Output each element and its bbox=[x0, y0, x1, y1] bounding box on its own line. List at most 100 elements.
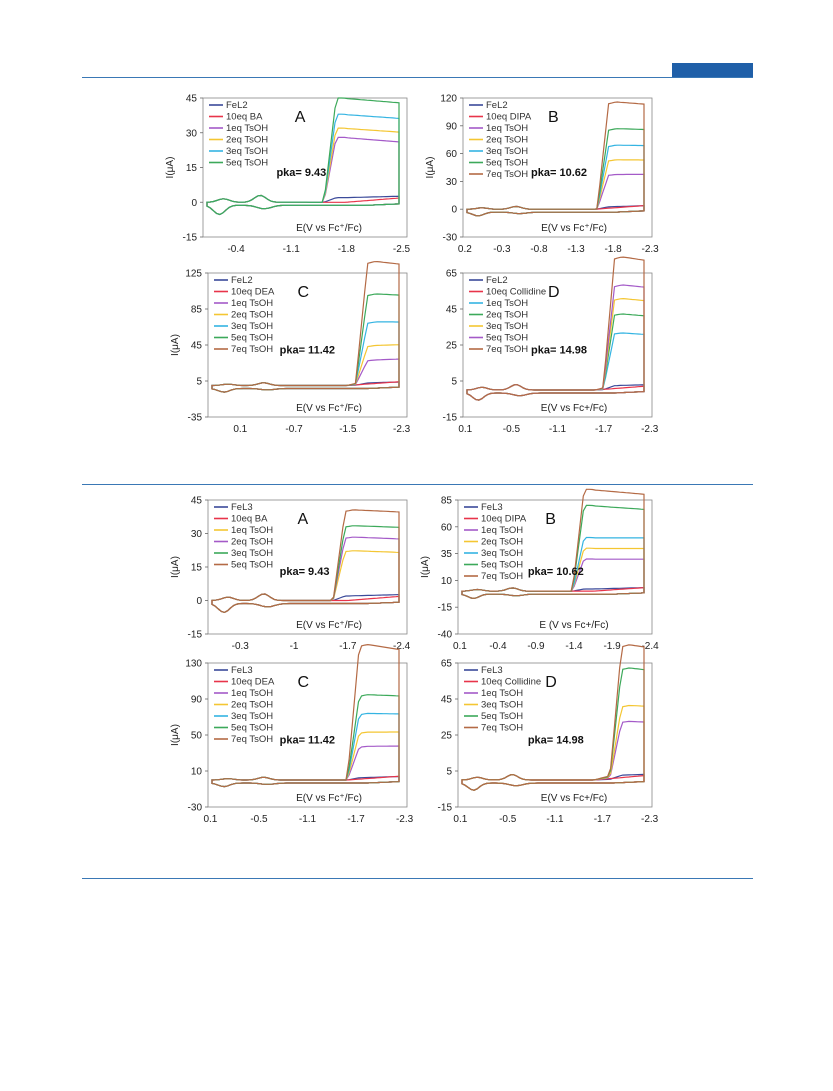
legend-entry: 2eq TsOH bbox=[231, 310, 273, 321]
x-tick-label: -1.1 bbox=[299, 814, 317, 825]
legend-entry: FeL2 bbox=[226, 100, 248, 111]
legend-entry: 10eq DEA bbox=[231, 677, 275, 688]
cv-curve-1eq bbox=[211, 358, 400, 393]
x-tick-label: -1 bbox=[290, 641, 299, 652]
x-tick-label: 0.2 bbox=[458, 244, 472, 255]
x-tick-label: 0.1 bbox=[203, 814, 217, 825]
x-tick-label: -0.3 bbox=[232, 641, 250, 652]
chart-panel-1C: 125 85 45 5 -35 0.1 -0.7 -1.5 -2.3 I(μA) E(V vs Fc… bbox=[170, 260, 411, 435]
x-tick-label: -1.8 bbox=[604, 244, 622, 255]
y-tick-label: 65 bbox=[441, 659, 453, 670]
x-tick-label: -1.4 bbox=[565, 641, 583, 652]
x-tick-label: 0.1 bbox=[453, 641, 467, 652]
x-tick-label: 0.1 bbox=[453, 814, 467, 825]
x-tick-label: -0.8 bbox=[530, 244, 548, 255]
panel-letter: B bbox=[545, 511, 556, 528]
legend-entry: 3eq TsOH bbox=[486, 321, 528, 332]
cv-curve-base bbox=[461, 587, 645, 600]
panel-letter: A bbox=[298, 511, 309, 528]
y-axis-label: I(μA) bbox=[170, 556, 181, 578]
x-tick-label: -2.3 bbox=[393, 424, 411, 435]
x-tick-label: -0.5 bbox=[503, 424, 521, 435]
legend-entry: FeL3 bbox=[481, 502, 503, 513]
x-axis-label: E(V vs Fc⁺/Fc) bbox=[296, 620, 362, 631]
legend-entry: 7eq TsOH bbox=[231, 734, 273, 745]
x-tick-label: -1.9 bbox=[603, 641, 621, 652]
y-tick-label: 25 bbox=[446, 341, 458, 352]
x-tick-label: -1.7 bbox=[347, 814, 365, 825]
y-tick-label: 10 bbox=[441, 576, 453, 587]
y-tick-label: -15 bbox=[438, 603, 453, 614]
y-tick-label: -15 bbox=[188, 630, 203, 641]
panel-letter: B bbox=[548, 109, 559, 126]
plot-frame bbox=[462, 97, 653, 238]
x-tick-label: -1.3 bbox=[567, 244, 585, 255]
plot-frame bbox=[457, 499, 653, 635]
legend-entry: 2eq TsOH bbox=[231, 700, 273, 711]
legend-entry: 5eq TsOH bbox=[481, 711, 523, 722]
cv-curve-7eq bbox=[466, 101, 645, 217]
chart-panel-1B: 120 90 60 30 0 -300.2 -0.3 -0.8 -1.3 -1.8 -2.3 I(μA… bbox=[425, 94, 659, 256]
top-rule bbox=[82, 77, 753, 78]
legend-entry: FeL3 bbox=[481, 665, 503, 676]
legend-entry: 5eq TsOH bbox=[231, 560, 273, 571]
y-tick-label: 120 bbox=[440, 94, 457, 105]
y-axis-label: I(μA) bbox=[165, 157, 176, 179]
x-tick-label: -0.5 bbox=[499, 814, 517, 825]
legend-entry: 1eq TsOH bbox=[481, 525, 523, 536]
legend-entry: 7eq TsOH bbox=[481, 723, 523, 734]
panel-letter: C bbox=[298, 284, 310, 301]
legend-entry: FeL3 bbox=[231, 665, 253, 676]
y-tick-label: -15 bbox=[438, 803, 453, 814]
x-axis-label: E(V vs Fc⁺/Fc) bbox=[296, 223, 362, 234]
cv-curve-7eq bbox=[461, 644, 645, 791]
y-tick-label: 90 bbox=[446, 121, 458, 132]
y-tick-label: -35 bbox=[188, 413, 203, 424]
legend-entry: 1eq TsOH bbox=[486, 298, 528, 309]
legend-entry: 3eq TsOH bbox=[231, 711, 273, 722]
legend-entry: 5eq TsOH bbox=[486, 333, 528, 344]
chart-panel-1A: 45 30 15 0 -15 -0.4 -1.1 -1.8 -2.5 I(μA) E(V vs Fc… bbox=[165, 94, 411, 256]
y-tick-label: -15 bbox=[183, 233, 198, 244]
x-tick-label: -1.7 bbox=[595, 424, 613, 435]
cv-curve-base bbox=[211, 775, 400, 788]
x-tick-label: -0.4 bbox=[489, 641, 507, 652]
y-tick-label: 65 bbox=[446, 269, 458, 280]
pka-label: pka= 9.43 bbox=[280, 566, 330, 578]
y-tick-label: 45 bbox=[186, 94, 198, 105]
cv-curve-base bbox=[466, 204, 645, 217]
y-tick-label: 60 bbox=[446, 149, 458, 160]
legend-entry: 1eq TsOH bbox=[231, 688, 273, 699]
x-tick-label: -1.7 bbox=[594, 814, 612, 825]
legend-entry: 5eq TsOH bbox=[226, 158, 268, 169]
legend-entry: 1eq TsOH bbox=[231, 525, 273, 536]
x-tick-label: -1.1 bbox=[549, 424, 567, 435]
x-tick-label: -2.3 bbox=[396, 814, 414, 825]
x-tick-label: -1.5 bbox=[339, 424, 357, 435]
x-tick-label: -2.4 bbox=[393, 641, 411, 652]
legend-entry: 3eq TsOH bbox=[486, 146, 528, 157]
panel-letter: C bbox=[298, 674, 310, 691]
pka-label: pka= 11.42 bbox=[280, 735, 335, 747]
y-tick-label: 0 bbox=[451, 205, 457, 216]
pka-label: pka= 10.62 bbox=[531, 167, 587, 179]
y-tick-label: 50 bbox=[191, 731, 203, 742]
x-tick-label: 0.1 bbox=[233, 424, 247, 435]
y-tick-label: 45 bbox=[441, 695, 453, 706]
legend-entry: 10eq BA bbox=[231, 514, 268, 525]
x-tick-label: -1.1 bbox=[283, 244, 301, 255]
legend-entry: 5eq TsOH bbox=[481, 560, 523, 571]
cv-curve-5eq bbox=[206, 97, 400, 216]
y-tick-label: 10 bbox=[191, 767, 203, 778]
y-tick-label: 30 bbox=[186, 128, 198, 139]
legend-entry: 10eq Collidine bbox=[481, 677, 541, 688]
x-tick-label: -1.8 bbox=[338, 244, 356, 255]
y-axis-label: I(μA) bbox=[425, 157, 436, 179]
y-tick-label: 5 bbox=[196, 377, 202, 388]
legend-entry: 1eq TsOH bbox=[481, 688, 523, 699]
y-tick-label: -30 bbox=[188, 803, 203, 814]
x-axis-label: E(V vs Fc+/Fc) bbox=[541, 793, 607, 804]
legend-entry: 2eq TsOH bbox=[481, 537, 523, 548]
x-tick-label: -2.3 bbox=[641, 814, 659, 825]
